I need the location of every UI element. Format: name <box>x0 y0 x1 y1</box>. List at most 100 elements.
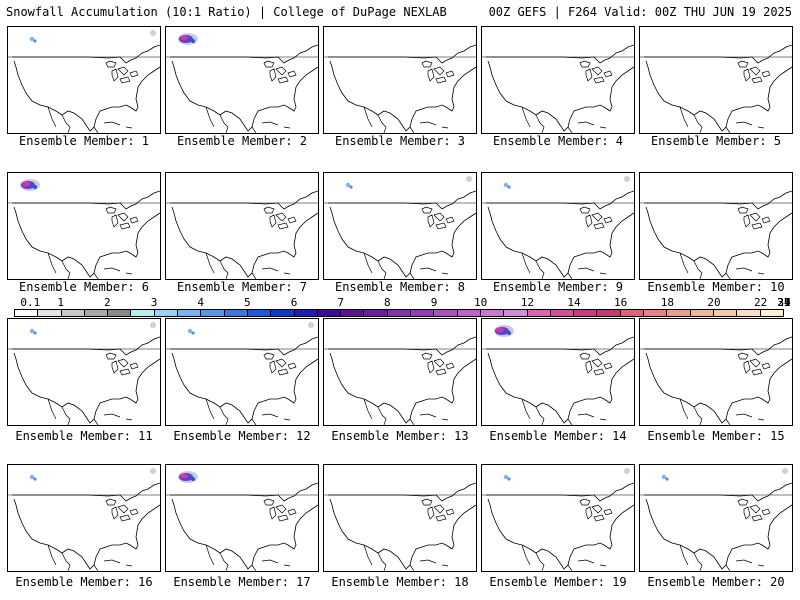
ensemble-map-panel <box>165 26 319 134</box>
colorbar-tick-label: 22 <box>754 296 768 309</box>
colorbar-swatch <box>550 310 575 316</box>
ensemble-member-label: Ensemble Member: 19 <box>489 575 627 589</box>
ensemble-member-label: Ensemble Member: 16 <box>15 575 153 589</box>
colorbar-swatch <box>667 310 691 316</box>
colorbar-swatch <box>15 310 39 316</box>
us-basemap <box>166 33 318 133</box>
ensemble-map-panel <box>481 172 635 280</box>
ensemble-member-label: Ensemble Member: 5 <box>650 134 782 148</box>
ensemble-member-label: Ensemble Member: 10 <box>647 280 785 294</box>
colorbar-swatch <box>504 310 528 316</box>
ensemble-member-label: Ensemble Member: 17 <box>173 575 311 589</box>
colorbar-tick-label: 7 <box>337 296 344 309</box>
ensemble-map-panel <box>7 172 161 280</box>
ensemble-map-panel <box>165 172 319 280</box>
us-basemap <box>8 179 160 279</box>
colorbar-tick-label: 31 <box>777 296 791 309</box>
us-basemap <box>482 325 634 425</box>
colorbar-swatch <box>574 310 598 316</box>
colorbar-swatch <box>760 310 783 316</box>
colorbar-swatch <box>247 310 272 316</box>
ensemble-map-panel <box>639 26 793 134</box>
colorbar-swatch <box>341 310 365 316</box>
ensemble-member-label: Ensemble Member: 8 <box>334 280 466 294</box>
us-basemap <box>482 176 634 279</box>
colorbar-tick-label: 12 <box>520 296 534 309</box>
us-basemap <box>8 322 160 425</box>
us-basemap <box>640 44 792 133</box>
us-basemap <box>8 30 160 133</box>
colorbar-swatch <box>224 310 248 316</box>
ensemble-map-panel <box>481 318 635 426</box>
ensemble-member-label: Ensemble Member: 18 <box>331 575 469 589</box>
colorbar-swatch <box>294 310 318 316</box>
colorbar-tick-label: 14 <box>567 296 581 309</box>
colorbar-swatch <box>457 310 481 316</box>
colorbar-tick-label: 10 <box>474 296 488 309</box>
ensemble-member-label: Ensemble Member: 3 <box>334 134 466 148</box>
us-basemap <box>166 471 318 571</box>
us-basemap <box>640 190 792 279</box>
colorbar-swatch <box>364 310 388 316</box>
colorbar-swatch <box>201 310 225 316</box>
colorbar-tick-label: 27 <box>777 296 791 309</box>
ensemble-member-label: Ensemble Member: 13 <box>331 429 469 443</box>
ensemble-member-label: Ensemble Member: 7 <box>176 280 308 294</box>
ensemble-map-panel <box>323 26 477 134</box>
colorbar-tick-label: 1 <box>57 296 64 309</box>
colorbar-swatch <box>387 310 412 316</box>
colorbar-tick-label: 35 <box>777 296 791 309</box>
ensemble-map-panel <box>7 318 161 426</box>
map-title: Snowfall Accumulation (10:1 Ratio) | Col… <box>6 5 447 19</box>
colorbar-tick-label: 5 <box>244 296 251 309</box>
ensemble-map-panel <box>323 172 477 280</box>
colorbar-tick-label: 8 <box>384 296 391 309</box>
ensemble-member-label: Ensemble Member: 6 <box>18 280 150 294</box>
ensemble-member-label: Ensemble Member: 14 <box>489 429 627 443</box>
colorbar-tick-label: 18 <box>660 296 674 309</box>
colorbar-swatch <box>154 310 179 316</box>
ensemble-map-panel <box>639 318 793 426</box>
colorbar-swatch <box>38 310 62 316</box>
us-basemap <box>482 44 634 133</box>
colorbar-swatch <box>84 310 109 316</box>
ensemble-map-panel <box>639 172 793 280</box>
colorbar-swatch <box>713 310 738 316</box>
colorbar-swatch <box>178 310 202 316</box>
colorbar-swatch <box>644 310 668 316</box>
colorbar-tick-label: 3 <box>150 296 158 309</box>
us-basemap <box>640 336 792 425</box>
ensemble-map-panel <box>481 26 635 134</box>
us-basemap <box>324 336 476 425</box>
us-basemap <box>166 190 318 279</box>
colorbar-swatch <box>108 310 132 316</box>
us-basemap <box>640 468 792 571</box>
colorbar-swatch <box>527 310 551 316</box>
us-basemap <box>8 468 160 571</box>
colorbar-tick-label: 39 <box>777 296 791 309</box>
ensemble-member-label: Ensemble Member: 20 <box>647 575 785 589</box>
colorbar-swatch <box>411 310 435 316</box>
ensemble-map-panel <box>7 26 161 134</box>
colorbar-tick-label: 4 <box>197 296 204 309</box>
colorbar-tick-label: 24 <box>777 296 791 309</box>
ensemble-member-label: Ensemble Member: 12 <box>173 429 311 443</box>
colorbar-swatch <box>620 310 645 316</box>
colorbar-swatch <box>61 310 85 316</box>
ensemble-member-label: Ensemble Member: 15 <box>647 429 785 443</box>
colorbar-swatch <box>271 310 295 316</box>
ensemble-member-label: Ensemble Member: 4 <box>492 134 624 148</box>
colorbar-swatch <box>737 310 761 316</box>
ensemble-map-panel <box>323 318 477 426</box>
run-info: 00Z GEFS | F264 Valid: 00Z THU JUN 19 20… <box>488 5 792 19</box>
ensemble-member-label: Ensemble Member: 9 <box>492 280 624 294</box>
colorbar-swatch <box>597 310 621 316</box>
colorbar-tick-label: 6 <box>290 296 298 309</box>
ensemble-map-panel <box>481 464 635 572</box>
ensemble-map-panel <box>7 464 161 572</box>
us-basemap <box>482 468 634 571</box>
ensemble-map-panel <box>639 464 793 572</box>
us-basemap <box>324 482 476 571</box>
colorbar-labels: 0.1 1 2 3 4 5 6 7 8 9 10 12 14 16 18 20 22 24 27 31 35 39 <box>0 296 800 309</box>
ensemble-map-panel <box>323 464 477 572</box>
